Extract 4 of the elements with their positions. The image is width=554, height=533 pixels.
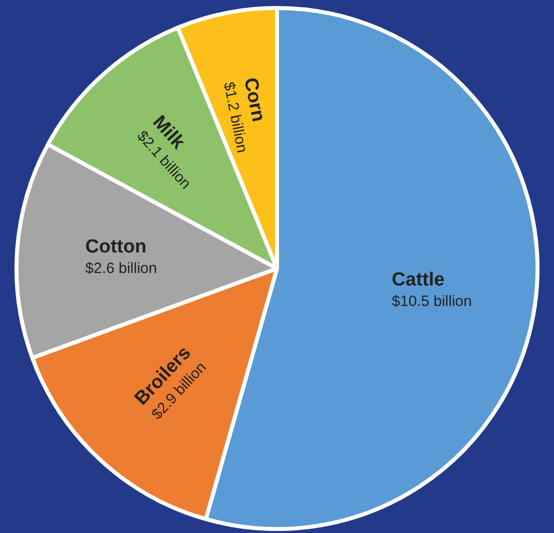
slice-label: Cotton	[85, 236, 146, 258]
slice-label: Cattle	[392, 269, 445, 290]
data-label: $2.6 billion	[85, 260, 157, 278]
data-label: $10.5 billion	[392, 293, 472, 310]
